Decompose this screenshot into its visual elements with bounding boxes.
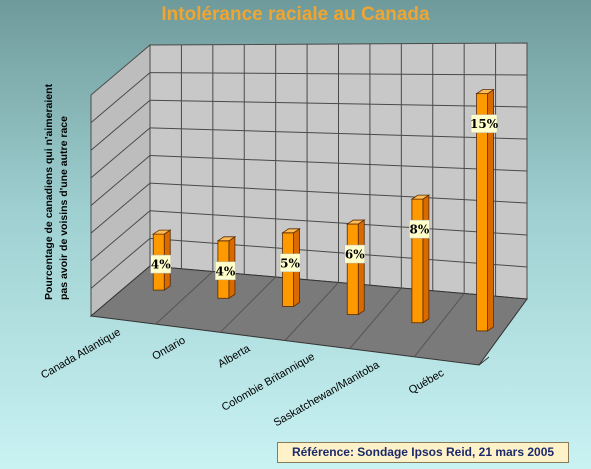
y-axis-label-line-2: pas avoir de voisins d'une autre race	[58, 116, 70, 300]
bar-1: 4%	[150, 229, 172, 291]
y-axis-label: Pourcentage de canadiens qui n'aimeraien…	[43, 81, 70, 300]
floor-gridline	[349, 287, 402, 349]
chart-walls	[89, 42, 528, 366]
category-label: Ontario	[150, 334, 187, 362]
gridline-side	[90, 182, 151, 234]
reference-note: Référence: Sondage Ipsos Reid, 21 mars 2…	[277, 442, 569, 463]
bar-6: 15%	[470, 88, 499, 332]
value-label: 4%	[216, 264, 236, 278]
bar-top	[475, 89, 495, 95]
bar-4: 6%	[344, 219, 366, 316]
value-label-box	[150, 254, 171, 274]
bar-top	[216, 236, 237, 242]
floor-gridline	[284, 282, 339, 341]
floor-gridline	[155, 271, 214, 325]
gridline-side	[90, 155, 151, 206]
bar-top	[410, 194, 431, 200]
bar-5: 8%	[409, 194, 431, 324]
value-label: 5%	[280, 256, 300, 270]
value-label: 15%	[470, 117, 499, 131]
value-label-box	[215, 261, 236, 281]
floor-gridline	[219, 276, 277, 333]
chart-title: Intolérance raciale au Canada	[161, 4, 430, 25]
value-label-box	[344, 244, 365, 264]
value-label-box	[279, 253, 301, 273]
bar-2: 4%	[215, 236, 237, 299]
value-label-box	[470, 114, 498, 133]
category-label: Alberta	[216, 342, 253, 370]
chart-bars: 4% 4% 5% 6% 8% 15%	[150, 88, 499, 332]
bar-top	[281, 228, 301, 234]
value-label: 6%	[345, 248, 365, 262]
gridline-side	[90, 127, 151, 179]
gridline-side	[90, 237, 151, 289]
gridline-side	[90, 72, 151, 124]
bar-side	[357, 219, 365, 316]
category-label: Canada Atlantique	[39, 326, 123, 381]
bar-front	[411, 198, 424, 324]
floor-gridline	[413, 293, 465, 358]
value-label: 4%	[151, 258, 171, 272]
floor-edge	[478, 356, 490, 366]
gridline-side	[90, 210, 151, 262]
bar-top	[345, 219, 366, 225]
bar-front	[346, 223, 359, 315]
bar-top	[151, 229, 172, 235]
bar-side	[422, 194, 430, 324]
value-label: 8%	[410, 223, 430, 237]
value-label-box	[409, 219, 430, 239]
chart-gridlines	[90, 43, 528, 358]
category-label: Québec	[407, 367, 447, 397]
bar-3: 5%	[279, 228, 301, 308]
gridline-side	[90, 99, 151, 151]
y-axis-label-line-1: Pourcentage de canadiens qui n'aimeraien…	[43, 83, 55, 300]
